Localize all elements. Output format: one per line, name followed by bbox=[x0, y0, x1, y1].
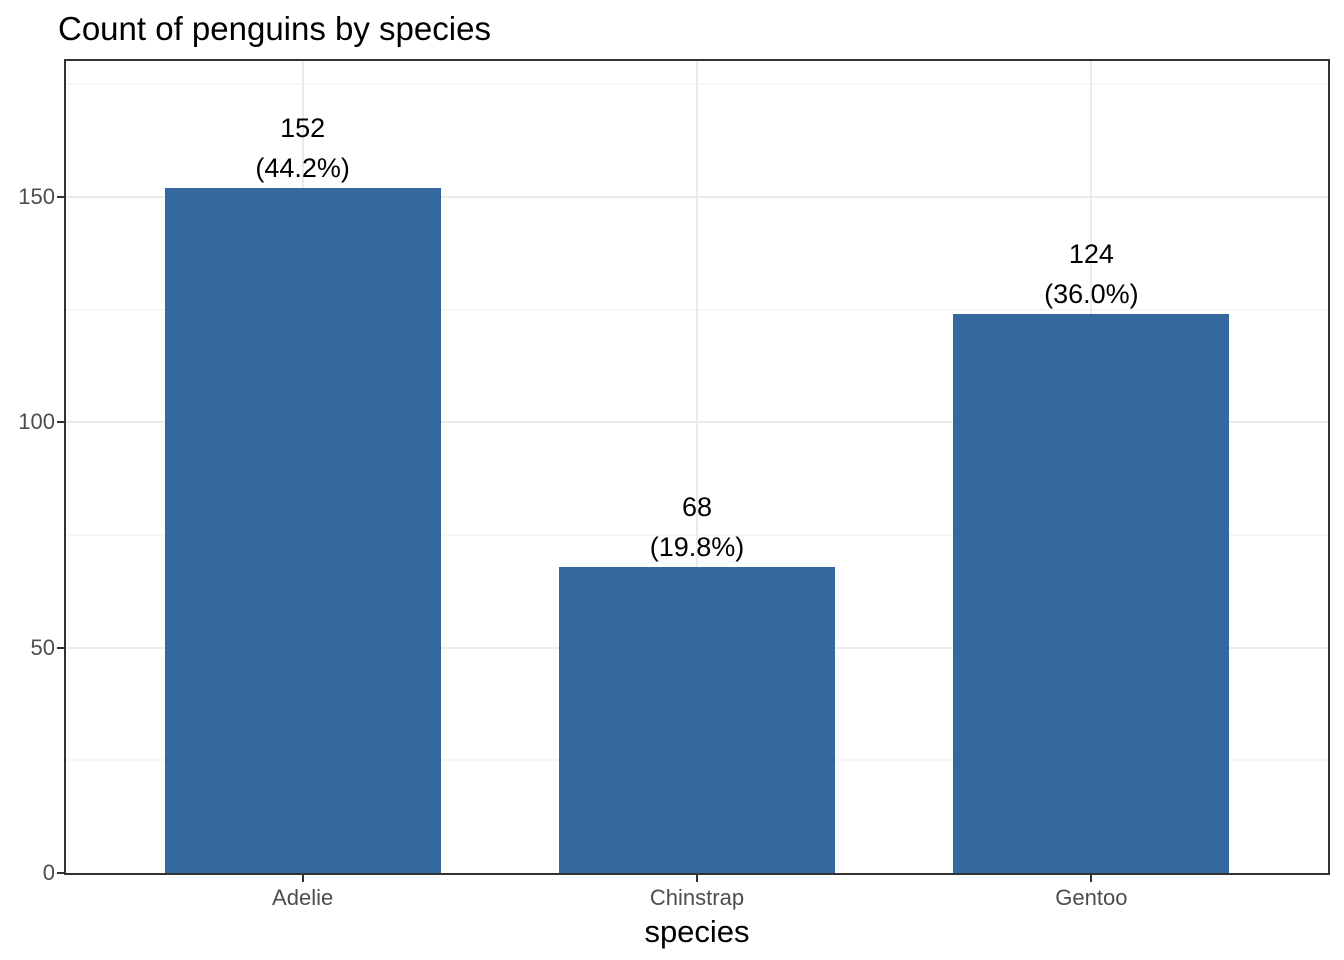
bar-percent-label: (36.0%) bbox=[1044, 279, 1139, 310]
x-tick-mark bbox=[696, 873, 698, 882]
bar-label: 124 (36.0%) bbox=[931, 234, 1251, 314]
plot-panel: 0 50 100 150 152 (44.2%) Adelie 68 (19.8%) Chinst… bbox=[18, 59, 1330, 909]
x-tick-mark bbox=[1090, 873, 1093, 882]
y-tick-mark bbox=[57, 421, 66, 424]
bar-percent-label: (19.8%) bbox=[649, 531, 745, 562]
gridline-major-v bbox=[696, 61, 698, 873]
bar-value-label: 68 bbox=[681, 491, 713, 522]
y-tick-label: 150 bbox=[18, 184, 55, 210]
y-tick-mark bbox=[57, 646, 66, 649]
y-tick-label: 50 bbox=[30, 634, 55, 660]
x-tick-label: Gentoo bbox=[1055, 885, 1128, 910]
y-tick-mark bbox=[57, 872, 66, 874]
bar-label: 152 (44.2%) bbox=[143, 108, 463, 188]
x-tick-mark bbox=[301, 873, 304, 882]
bar-chinstrap bbox=[558, 566, 836, 873]
x-tick-label: Adelie bbox=[272, 885, 334, 910]
bar-adelie bbox=[164, 188, 441, 873]
bar-gentoo bbox=[953, 314, 1230, 873]
x-axis-title: species bbox=[644, 914, 750, 949]
y-tick-label: 0 bbox=[42, 860, 55, 885]
bar-percent-label: (44.2%) bbox=[255, 153, 350, 184]
y-tick-mark bbox=[57, 196, 66, 199]
bar-label: 68 (19.8%) bbox=[537, 487, 857, 567]
x-tick-label: Chinstrap bbox=[649, 885, 745, 910]
y-tick-label: 100 bbox=[18, 409, 55, 435]
plot-title: Count of penguins by species bbox=[58, 10, 491, 47]
bar-value-label: 152 bbox=[280, 113, 326, 144]
bar-value-label: 124 bbox=[1068, 239, 1114, 270]
